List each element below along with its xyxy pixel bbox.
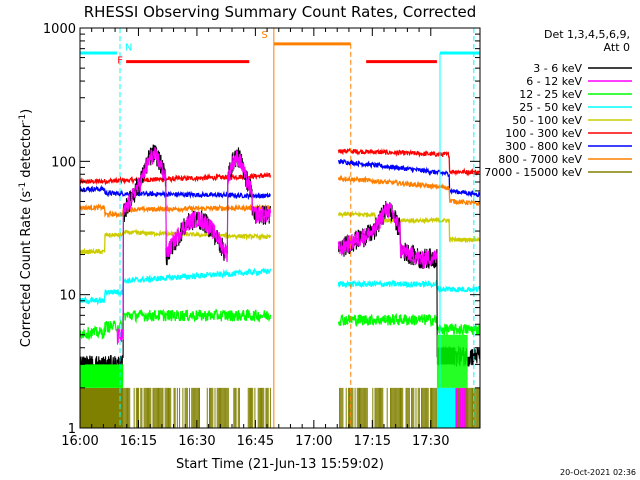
- legend-label-12-25-kev: 12 - 25 keV: [519, 88, 582, 101]
- series-100-300kev-seg1: [79, 171, 272, 186]
- y-tick-label: 10: [59, 289, 76, 304]
- series-12-25kev-seg1: [79, 308, 272, 341]
- series-800-7000kev-seg1: [79, 203, 272, 219]
- chart-title: RHESSI Observing Summary Count Rates, Co…: [84, 3, 477, 21]
- series-800-7000kev-seg2: [337, 174, 481, 206]
- marker-label-n: N: [125, 42, 132, 53]
- series-12-25kev: [79, 308, 481, 341]
- series-12-25kev-block: [80, 364, 124, 388]
- series-50-100kev-seg2: [337, 210, 480, 244]
- x-tick-label: 17:15: [354, 434, 391, 449]
- series-25-50kev-block: [436, 387, 456, 428]
- series-300-800kev-seg1: [79, 184, 271, 201]
- series-6-12kev-seg2: [337, 202, 438, 269]
- x-tick-label: 16:15: [120, 434, 157, 449]
- series-25-50kev-low: [436, 387, 456, 428]
- footer-timestamp: 20-Oct-2021 02:36: [560, 468, 636, 477]
- y-axis-label-end: ): [19, 109, 34, 114]
- series-25-50kev: [79, 267, 481, 306]
- marker-label-s: S: [261, 30, 267, 41]
- series-7000-15000kev: [80, 387, 480, 428]
- plot-area: NF S: [79, 28, 481, 428]
- legend-header-line2: Att 0: [604, 41, 630, 54]
- plot-frame: [79, 27, 481, 429]
- series-300-800kev-seg2: [337, 158, 481, 198]
- legend-label-300-800-kev: 300 - 800 keV: [505, 140, 582, 153]
- markers: NF S: [80, 28, 480, 428]
- series-6-12kev-seg1: [116, 147, 272, 345]
- legend-label-7000-15000-kev: 7000 - 15000 keV: [484, 166, 582, 179]
- x-tick-label: 17:30: [412, 434, 449, 449]
- legend-label-50-100-kev: 50 - 100 keV: [512, 114, 582, 127]
- series-100-300kev-seg2: [337, 147, 480, 177]
- x-tick-label: 16:30: [178, 434, 215, 449]
- x-tick-label: 17:00: [295, 434, 332, 449]
- legend-label-25-50-kev: 25 - 50 keV: [519, 101, 582, 114]
- y-axis-label-part2: detector: [19, 122, 34, 182]
- y-axis-label: Corrected Count Rate (s-1 detector-1): [18, 109, 34, 347]
- legend-label-3-6-kev: 3 - 6 keV: [533, 62, 582, 75]
- series-100-300kev: [79, 147, 480, 186]
- legend-label-6-12-kev: 6 - 12 keV: [526, 75, 582, 88]
- series-7000-15000kev-block: [80, 387, 124, 428]
- y-tick-label: 1: [68, 422, 76, 437]
- series-800-7000kev: [79, 174, 481, 219]
- series-300-800kev: [79, 158, 481, 201]
- series-12-25kev-low: [80, 334, 468, 388]
- y-tick-label: 1000: [43, 22, 76, 37]
- legend-label-100-300-kev: 100 - 300 keV: [505, 127, 582, 140]
- series-12-25kev-block2: [436, 334, 468, 388]
- y-axis-label-sup2: -1: [18, 114, 28, 123]
- legend-header-line1: Det 1,3,4,5,6,9,: [544, 28, 630, 41]
- series-25-50kev-seg1: [79, 267, 272, 306]
- y-tick-label: 100: [51, 155, 76, 170]
- x-tick-label: 16:45: [237, 434, 274, 449]
- series-12-25kev-seg2: [337, 312, 481, 336]
- y-axis-label-part1: Corrected Count Rate (s: [19, 191, 34, 348]
- y-axis-label-sup1: -1: [18, 182, 28, 191]
- legend-label-800-7000-kev: 800 - 7000 keV: [498, 153, 582, 166]
- series-25-50kev-seg2: [337, 279, 481, 294]
- x-tick-label: 16:00: [61, 434, 98, 449]
- marker-label-f: F: [117, 56, 123, 67]
- axes: 16:00 16:15 16:30 16:45 17:00 17:15 17:30 1 10 10…: [43, 22, 480, 449]
- x-axis-label: Start Time (21-Jun-13 15:59:02): [176, 457, 384, 472]
